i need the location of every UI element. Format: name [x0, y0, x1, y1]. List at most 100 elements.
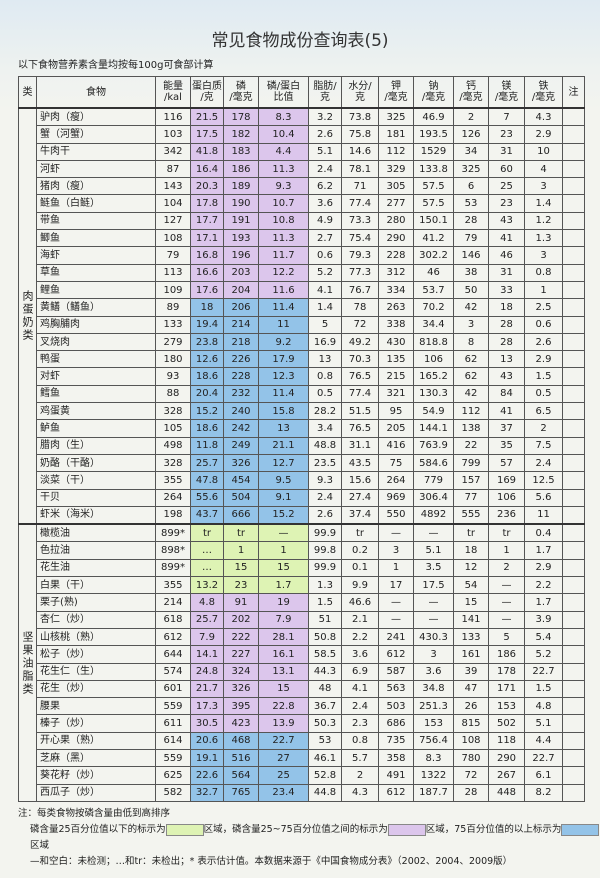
header-row: 类食物 能量/kal 蛋白质/克磷/毫克 磷/蛋白 比值 脂肪/克水分/克钾/毫克钠/毫克… [18, 76, 585, 109]
value-cell: 11 [524, 505, 563, 525]
value-cell: — [488, 610, 525, 629]
value-cell: 355 [155, 471, 191, 490]
value-cell: 9.3 [308, 471, 342, 490]
value-cell: 17.1 [190, 229, 224, 248]
value-cell: 171 [488, 679, 525, 699]
value-cell: 587 [378, 662, 414, 681]
value-cell: 16.9 [308, 332, 342, 352]
value-cell: 9.5 [258, 471, 309, 490]
value-cell: 15 [453, 593, 489, 612]
value-cell: 263 [378, 298, 414, 317]
note-cell [562, 593, 585, 612]
header-text: 类 [22, 86, 33, 98]
value-cell: 16.6 [190, 263, 224, 282]
value-cell: 77 [453, 488, 489, 507]
value-cell: 12.7 [258, 453, 309, 473]
value-cell: tr [223, 523, 259, 543]
food-name: 蟹（河蟹） [36, 125, 156, 144]
value-cell: 18.6 [190, 419, 224, 438]
value-cell: 205 [378, 419, 414, 438]
value-cell: 5.7 [341, 748, 379, 768]
value-cell: 227 [223, 645, 259, 664]
value-cell: 76.7 [341, 280, 379, 300]
value-cell: 47 [453, 679, 489, 699]
value-cell: 5.1 [413, 541, 454, 560]
value-cell: 4892 [413, 505, 454, 525]
value-cell: 280 [378, 211, 414, 231]
value-cell: 50.3 [308, 714, 342, 733]
value-cell: tr [190, 523, 224, 543]
value-cell: 18 [488, 298, 525, 317]
note-cell [562, 679, 585, 699]
value-cell: 5 [488, 627, 525, 647]
value-cell: 206 [223, 298, 259, 317]
value-cell: 204 [223, 280, 259, 300]
note-cell [562, 159, 585, 179]
value-cell: 72 [453, 766, 489, 785]
value-cell: 5 [308, 315, 342, 334]
note-cell [562, 107, 585, 127]
value-cell: 13 [308, 350, 342, 369]
value-cell: 10.7 [258, 194, 309, 213]
value-cell: 3.6 [341, 645, 379, 664]
note-cell [562, 419, 585, 438]
value-cell: 4.1 [341, 679, 379, 699]
note-cell [562, 211, 585, 231]
header-text: 镁 [501, 81, 512, 92]
header-text: 钠 [428, 81, 439, 92]
header-text: 脂肪/ [313, 81, 337, 92]
food-name: 花生仁（生） [36, 662, 156, 681]
value-cell: 2.6 [524, 332, 563, 352]
value-cell: 969 [378, 488, 414, 507]
note-cell [562, 505, 585, 525]
value-cell: 4.3 [341, 783, 379, 802]
table-row: 花生仁（生） 574 24.8 324 13.1 44.3 6.9 587 3.6 39 178 22… [19, 662, 585, 681]
value-cell: 191 [223, 211, 259, 231]
header-text: 注 [568, 86, 579, 98]
value-cell: 135 [378, 350, 414, 369]
value-cell: 612 [378, 783, 414, 802]
note-cell [562, 177, 585, 196]
column-header: 磷/毫克 [223, 76, 259, 109]
food-name: 草鱼 [36, 263, 156, 282]
value-cell: 14.6 [341, 142, 379, 161]
value-cell: — [378, 523, 414, 543]
value-cell: 17.9 [258, 350, 309, 369]
value-cell: 2.7 [308, 229, 342, 248]
value-cell: 93 [155, 367, 191, 386]
header-text: 磷 [236, 81, 246, 92]
table-row: 肉蛋奶类 驴肉（瘦） 116 21.5 178 8.3 3.2 73.8 325 46.9 2 7 4.… [18, 106, 585, 525]
header-text: 蛋白质 [192, 81, 222, 92]
value-cell: 12.5 [524, 471, 563, 490]
value-cell: 2.3 [341, 714, 379, 733]
value-cell: 127 [155, 211, 191, 231]
value-cell: 2.9 [524, 350, 563, 369]
value-cell: 186 [223, 159, 259, 179]
value-cell: 2.2 [341, 627, 379, 647]
table-row: 西瓜子（炒） 582 32.7 765 23.4 44.8 4.3 612 187.7 28 448… [19, 783, 585, 802]
food-name: 对虾 [36, 367, 156, 386]
value-cell: 1.7 [524, 541, 563, 560]
value-cell: 236 [488, 505, 525, 525]
value-cell: 21.5 [190, 107, 224, 127]
value-cell: 2.6 [308, 505, 342, 525]
value-cell: 12.6 [190, 350, 224, 369]
value-cell: 277 [378, 194, 414, 213]
value-cell: 13 [258, 419, 309, 438]
food-name: 牛肉干 [36, 142, 156, 161]
value-cell: 89 [155, 298, 191, 317]
header-text: /毫克 [229, 92, 253, 103]
value-cell: 9.3 [258, 177, 309, 196]
value-cell: 1529 [413, 142, 454, 161]
value-cell: 70.3 [341, 350, 379, 369]
value-cell: 23.4 [258, 783, 309, 802]
value-cell: 202 [223, 610, 259, 629]
value-cell: 4.4 [258, 142, 309, 161]
value-cell: 28 [453, 783, 489, 802]
value-cell: 0.8 [308, 367, 342, 386]
value-cell: 28 [488, 315, 525, 334]
value-cell: 6.1 [524, 766, 563, 785]
table-row: 淡菜（干） 355 47.8 454 9.5 9.3 15.6 264 779 157 169 12.… [19, 471, 585, 490]
value-cell: 54.9 [413, 402, 454, 421]
food-name: 芝麻（黑） [36, 748, 156, 768]
